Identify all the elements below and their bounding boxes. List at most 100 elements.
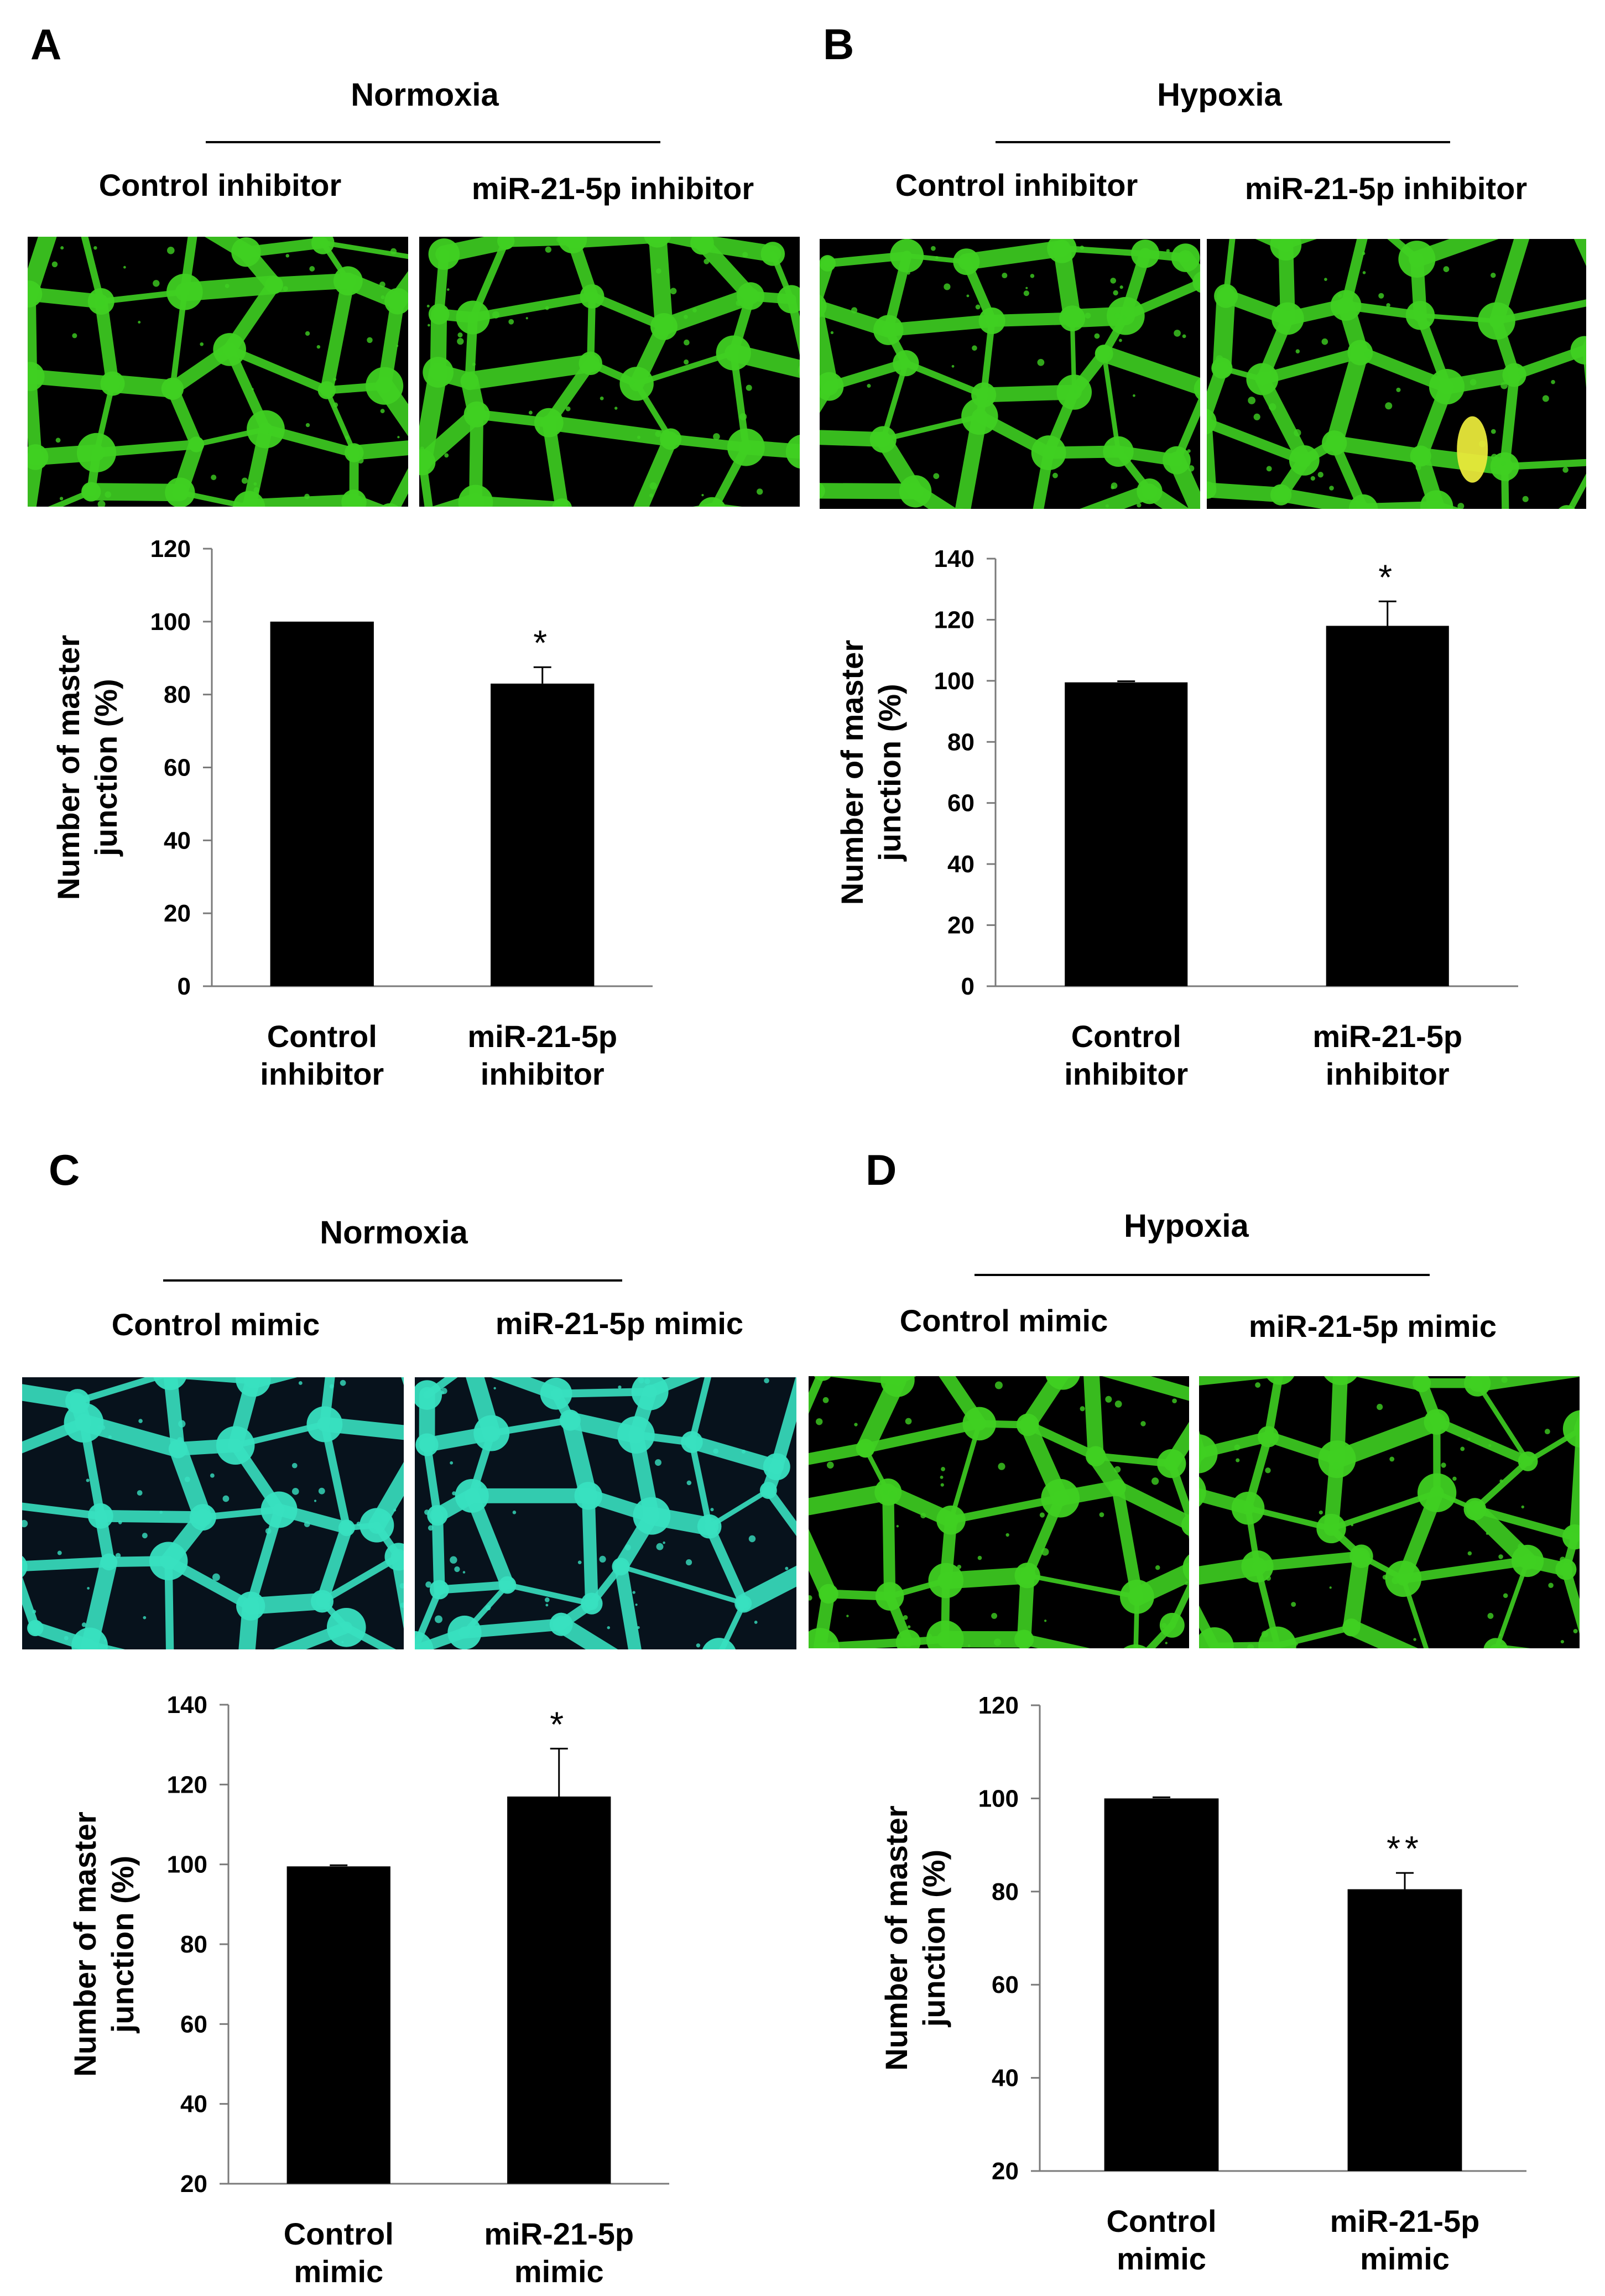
image-label-left: Control inhibitor: [895, 168, 1138, 202]
micrograph-right: [1207, 239, 1586, 509]
x-tick-label: miR-21-5p: [467, 1019, 617, 1054]
image-label-left: Control mimic: [111, 1307, 320, 1342]
y-tick-label: 100: [934, 668, 975, 695]
y-tick-label: 40: [180, 2091, 207, 2118]
y-tick-label: 120: [150, 535, 191, 563]
y-tick-label: 60: [992, 1971, 1019, 1998]
micrograph-right: [1199, 1376, 1580, 1648]
y-tick-label: 0: [178, 973, 191, 1000]
image-label-left: Control mimic: [899, 1303, 1108, 1338]
x-tick-label: mimic: [1117, 2241, 1206, 2276]
y-tick-label: 20: [180, 2170, 207, 2198]
x-tick-label: Control: [267, 1019, 377, 1054]
micrograph-right: [415, 1377, 796, 1649]
y-tick-label: 120: [167, 1771, 207, 1798]
x-tick-label: inhibitor: [1326, 1056, 1450, 1091]
condition-title: Normoxia: [351, 77, 499, 113]
y-axis-title-line: junction (%): [872, 684, 907, 861]
y-tick-label: 40: [947, 851, 975, 878]
panel-letter: B: [823, 20, 854, 69]
y-axis-title-line: junction (%): [105, 1856, 140, 2033]
y-tick-label: 20: [164, 900, 191, 927]
y-tick-label: 80: [180, 1931, 207, 1958]
micrograph-image: [419, 237, 800, 507]
x-tick-label: mimic: [1360, 2241, 1450, 2276]
micrograph-left: [28, 237, 408, 507]
x-tick-label: mimic: [294, 2254, 383, 2289]
y-axis-title: Number of master junction (%): [879, 1805, 951, 2070]
micrograph-image: [28, 237, 408, 507]
y-tick-label: 100: [167, 1851, 207, 1878]
x-tick-label: miR-21-5p: [1312, 1019, 1462, 1054]
x-tick-label: inhibitor: [260, 1056, 384, 1091]
micrograph-right: [419, 237, 800, 507]
x-tick-label: mimic: [514, 2254, 604, 2289]
bar: [1347, 1889, 1462, 2171]
y-tick-label: 60: [164, 754, 191, 782]
bar: [1326, 626, 1449, 986]
condition-bracket-line: [206, 141, 660, 143]
panel-letter: C: [49, 1146, 80, 1194]
bar: [507, 1796, 611, 2184]
micrograph-image: [1199, 1376, 1580, 1648]
image-label-right: miR-21-5p inhibitor: [471, 171, 754, 206]
condition-bracket-line: [975, 1274, 1430, 1276]
micrograph-left: [820, 239, 1200, 509]
y-tick-label: 20: [947, 912, 975, 939]
micrograph-image: [22, 1377, 404, 1649]
condition-title: Hypoxia: [1124, 1208, 1249, 1244]
x-tick-label: Control: [1071, 1019, 1181, 1054]
x-tick-label: inhibitor: [481, 1056, 605, 1091]
x-tick-label: miR-21-5p: [484, 2216, 634, 2251]
micrograph-image: [1207, 239, 1586, 509]
panel-letter: D: [866, 1146, 897, 1194]
bar: [286, 1866, 390, 2184]
x-tick-label: miR-21-5p: [1330, 2204, 1480, 2238]
y-axis-title-line: Number of master: [51, 635, 86, 900]
y-axis-title-line: Number of master: [835, 640, 869, 905]
y-tick-label: 40: [164, 827, 191, 854]
y-axis-title-line: junction (%): [88, 679, 123, 856]
y-tick-label: 80: [992, 1878, 1019, 1905]
y-tick-label: 60: [180, 2011, 207, 2038]
micrograph-left: [809, 1376, 1189, 1648]
y-tick-label: 120: [934, 606, 975, 633]
micrograph-image: [820, 239, 1200, 509]
significance-marker: *: [1378, 557, 1396, 597]
bar: [1065, 682, 1188, 986]
y-tick-label: 60: [947, 790, 975, 817]
y-axis-title: Number of master junction (%): [835, 640, 907, 905]
y-tick-label: 80: [947, 728, 975, 756]
y-axis-title-line: Number of master: [879, 1805, 914, 2070]
panel-letter: A: [30, 20, 62, 69]
significance-marker: *: [550, 1704, 568, 1744]
y-tick-label: 100: [978, 1785, 1019, 1812]
bar: [1104, 1798, 1219, 2171]
y-axis-title-line: junction (%): [916, 1850, 951, 2027]
micrograph-left: [22, 1377, 404, 1649]
y-axis-title-line: Number of master: [67, 1811, 102, 2076]
condition-title: Hypoxia: [1157, 77, 1282, 113]
y-tick-label: 120: [978, 1692, 1019, 1719]
y-tick-label: 80: [164, 681, 191, 709]
condition-bracket-line: [163, 1279, 622, 1282]
condition-bracket-line: [996, 141, 1450, 143]
y-tick-label: 20: [992, 2158, 1019, 2185]
image-label-right: miR-21-5p mimic: [1248, 1309, 1497, 1344]
micrograph-image: [809, 1376, 1189, 1648]
y-tick-label: 140: [167, 1691, 207, 1719]
significance-marker: *: [533, 623, 551, 663]
image-label-right: miR-21-5p mimic: [495, 1306, 744, 1341]
y-tick-label: 0: [961, 973, 975, 1000]
significance-marker: **: [1387, 1829, 1423, 1868]
y-axis-title: Number of master junction (%): [67, 1811, 140, 2076]
y-tick-label: 40: [992, 2065, 1019, 2092]
y-axis-title: Number of master junction (%): [51, 635, 123, 900]
bar: [491, 683, 595, 986]
image-label-right: miR-21-5p inhibitor: [1244, 171, 1528, 206]
x-tick-label: inhibitor: [1064, 1056, 1188, 1091]
